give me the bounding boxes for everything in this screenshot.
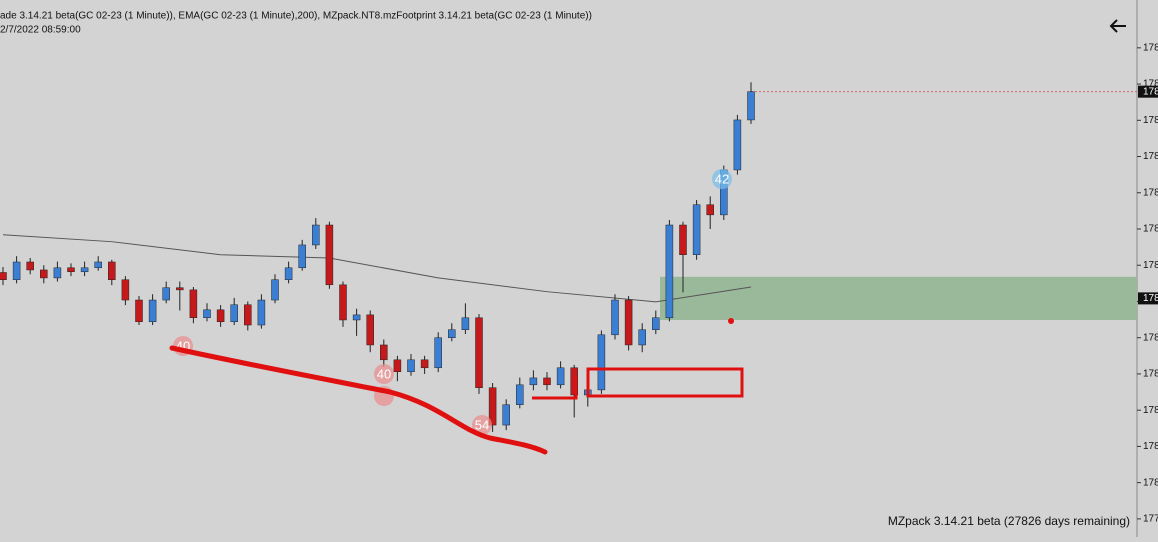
candle-body [352, 314, 361, 321]
y-tick-label: 178 [1143, 260, 1158, 271]
last-price-box [1138, 85, 1158, 98]
candle-body [624, 299, 633, 346]
candle-body [488, 387, 497, 426]
zone-box [1138, 292, 1158, 305]
candle-body [108, 261, 116, 280]
chart-header: ade 3.14.21 beta(GC 02-23 (1 Minute)), E… [0, 11, 592, 22]
candle-body [176, 287, 184, 291]
candle-body [298, 244, 306, 269]
candle-body [380, 344, 388, 361]
candle-body [638, 329, 646, 346]
candle-body [733, 119, 742, 171]
back-arrow[interactable] [1109, 19, 1126, 33]
candle-body [516, 384, 524, 405]
candle-body [570, 367, 578, 396]
annotation-bubble [712, 169, 732, 189]
y-tick-label: 178 [1143, 187, 1158, 198]
y-tick-label: 178 [1143, 42, 1158, 53]
candle-body [53, 267, 62, 279]
annotation-label: 40 [377, 366, 391, 381]
candle-body [611, 299, 619, 336]
ema-line [2, 234, 752, 303]
annotation-bubble [472, 415, 492, 435]
y-tick-label: 178 [1143, 369, 1158, 380]
candle-body [312, 224, 320, 246]
annotation-label: 42 [715, 171, 729, 186]
candle-body [189, 289, 198, 319]
y-tick-label: 178 [1143, 224, 1158, 235]
candle-body [597, 334, 606, 391]
drawn-box [586, 367, 744, 398]
candle-body [747, 91, 755, 121]
candle-body [67, 267, 75, 273]
timestamp: 2/7/2022 08:59:00 [0, 25, 81, 36]
candle-body [162, 287, 170, 301]
drawn-trendline [169, 345, 548, 455]
candle-body [244, 304, 252, 326]
candle-body [529, 377, 538, 386]
candle-body [271, 279, 279, 301]
annotation-label: 54 [475, 417, 489, 432]
candle-body [135, 299, 143, 323]
y-tick-label: 178 [1143, 332, 1158, 343]
candle-body [12, 261, 21, 280]
candle-body [461, 317, 470, 330]
candle-body [284, 267, 293, 280]
y-tick-label: 178 [1143, 441, 1158, 452]
footer: MZpack 3.14.21 beta (27826 days remainin… [888, 514, 1130, 528]
zone [660, 276, 1137, 320]
y-tick-label: 178 [1143, 115, 1158, 126]
candle-body [216, 309, 225, 323]
candle-body [434, 337, 442, 369]
candle-body [0, 272, 7, 280]
candle-body [339, 284, 347, 321]
candle-body [543, 377, 551, 386]
candle-body [366, 314, 374, 346]
last-price-label: 178 [1143, 86, 1158, 97]
drawn-dot [728, 318, 734, 324]
back-arrow-icon[interactable] [1109, 19, 1126, 33]
y-tick-label: 178 [1143, 405, 1158, 416]
annotation-bubble [374, 364, 394, 384]
candle-body [26, 261, 34, 271]
candle-body [652, 317, 660, 330]
candle-body [230, 304, 238, 323]
candle-body [121, 279, 130, 301]
candle-body [502, 404, 510, 426]
candle-body [148, 299, 157, 323]
candle-body [94, 261, 102, 269]
candle-body [325, 224, 334, 286]
y-tick-label: 178 [1143, 79, 1158, 90]
y-tick-label: 177 [1143, 514, 1158, 525]
candle-body [40, 269, 48, 279]
candle-body [679, 224, 687, 255]
candle-body [475, 317, 483, 388]
candle-body [665, 224, 674, 319]
candle-body [556, 367, 565, 386]
drawn-line [532, 376, 578, 400]
candle-body [420, 359, 429, 369]
candle-body [448, 329, 456, 338]
candle-body [393, 359, 402, 373]
candle-body [80, 267, 89, 273]
y-tick-label: 178 [1143, 477, 1158, 488]
candle-body [407, 359, 415, 373]
candle-body [692, 204, 701, 255]
candle-body [203, 309, 211, 319]
y-tick-label: 178 [1143, 151, 1158, 162]
zone-label: 178 [1143, 293, 1158, 304]
candle-body [706, 204, 714, 216]
candle-body [257, 299, 266, 326]
